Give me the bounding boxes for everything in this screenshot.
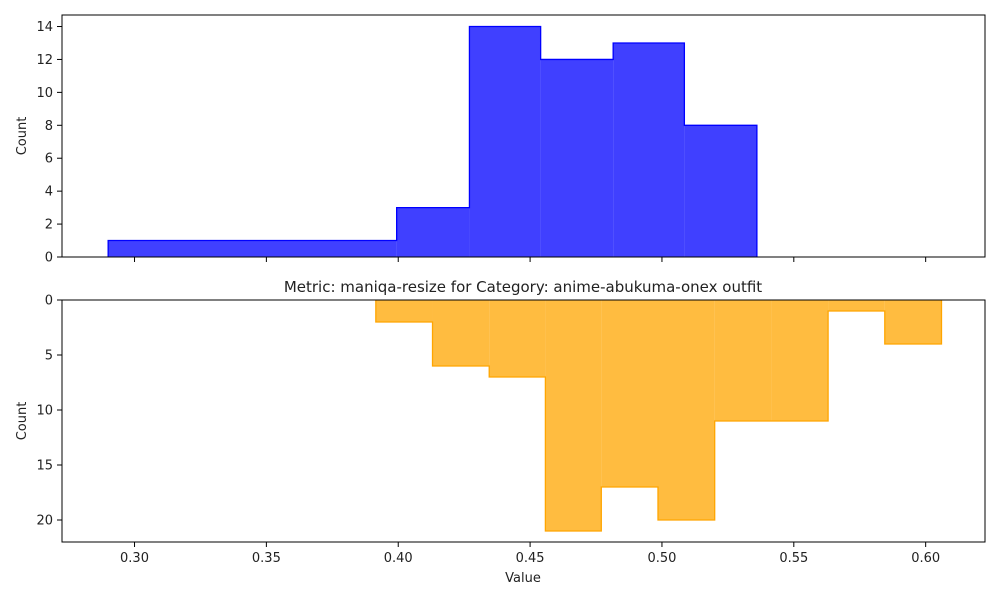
bottom-plot-frame	[61, 299, 986, 543]
bottom-y-tick-label: 20	[36, 514, 53, 529]
top-histogram-panel: 0 2 4 6 8 10 12 14 Count	[15, 14, 986, 266]
top-y-tick-label: 12	[36, 53, 53, 68]
top-y-tick-label: 10	[36, 86, 53, 101]
top-histogram-bar	[396, 207, 470, 257]
top-histogram-bar	[540, 59, 614, 258]
bottom-histogram-outline	[375, 300, 943, 532]
top-y-tick-label: 14	[36, 20, 53, 35]
bottom-histogram-bar	[714, 300, 772, 421]
bottom-histogram-panel: Metric: maniqa-resize for Category: anim…	[15, 278, 986, 586]
top-y-axis-label: Count	[15, 117, 30, 156]
top-y-tick-label: 0	[45, 251, 53, 266]
bottom-histogram-bar	[828, 300, 885, 311]
bottom-y-tick-label: 15	[36, 459, 53, 474]
top-y-tick-label: 2	[45, 218, 53, 233]
bottom-histogram-bar	[657, 300, 715, 520]
bottom-x-tick-label: 0.55	[779, 551, 808, 566]
bottom-chart-title: Metric: maniqa-resize for Category: anim…	[284, 278, 762, 296]
bottom-histogram-bar	[601, 300, 658, 487]
bottom-y-axis-label: Count	[15, 402, 30, 441]
top-histogram-bar	[469, 26, 541, 258]
bottom-x-tick-label: 0.50	[647, 551, 676, 566]
top-y-tick-label: 8	[45, 119, 53, 134]
bottom-x-tick-label: 0.30	[120, 551, 149, 566]
bottom-y-tick-label: 5	[45, 349, 53, 364]
top-y-tick-label: 6	[45, 152, 53, 167]
bottom-histogram-bar	[545, 300, 602, 531]
top-histogram-outline	[107, 25, 758, 257]
bottom-histogram-bar	[489, 300, 546, 377]
bottom-x-tick-label: 0.35	[252, 551, 281, 566]
bottom-x-tick-label: 0.60	[911, 551, 940, 566]
bottom-histogram-bar	[884, 300, 942, 344]
bottom-y-tick-label: 10	[36, 404, 53, 419]
bottom-x-tick-label: 0.40	[384, 551, 413, 566]
top-histogram-bar	[684, 125, 757, 257]
bottom-histogram-bar	[771, 300, 829, 421]
top-plot-frame	[61, 14, 986, 258]
top-histogram-bar	[108, 240, 397, 257]
top-histogram-bar	[613, 42, 685, 258]
bottom-x-axis-label: Value	[505, 571, 541, 586]
bottom-x-tick-label: 0.45	[516, 551, 545, 566]
bottom-histogram-bar	[375, 300, 433, 322]
bottom-y-tick-label: 0	[45, 294, 53, 309]
bottom-histogram-bar	[432, 300, 490, 366]
top-y-tick-label: 4	[45, 185, 53, 200]
